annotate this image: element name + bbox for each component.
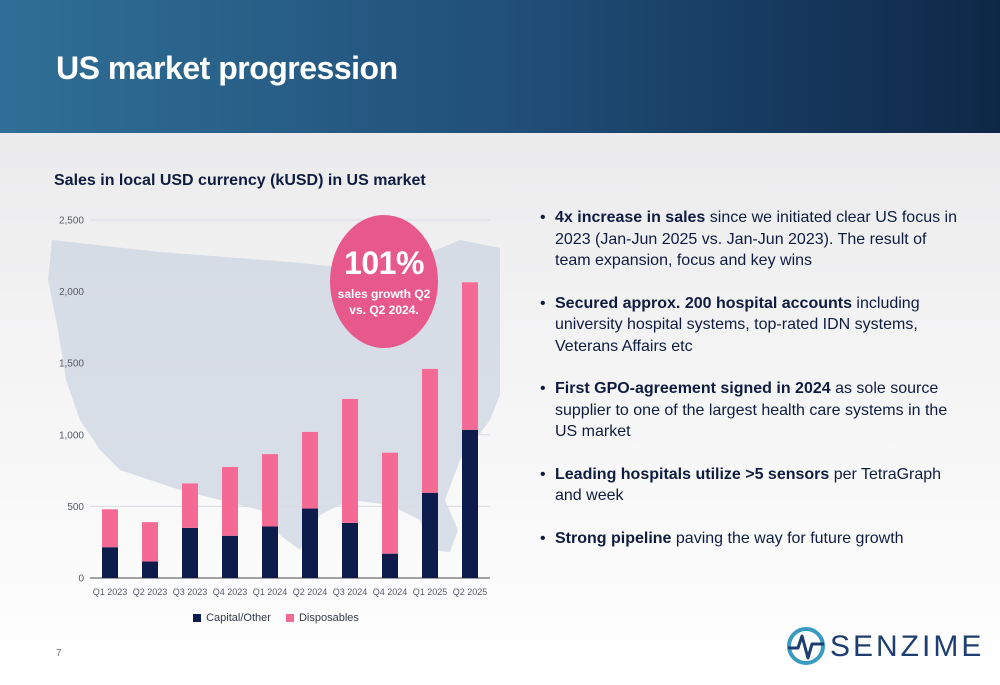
bar-disposables: [262, 454, 278, 527]
legend-swatch-disposables: [285, 614, 294, 622]
bullet-item: Leading hospitals utilize >5 sensors per…: [540, 464, 960, 507]
senzime-logo-text: SENZIME: [830, 630, 985, 663]
bullet-bold: Strong pipeline: [555, 529, 672, 547]
bar-disposables: [222, 467, 238, 536]
page-number: 7: [56, 648, 62, 659]
bullet-bold: Secured approx. 200 hospital accounts: [555, 294, 852, 312]
legend-label-disposables: Disposables: [298, 612, 359, 624]
bullet-list: 4x increase in sales since we initiated …: [540, 207, 960, 570]
bar-disposables: [462, 282, 478, 430]
x-tick-label: Q3 2024: [333, 587, 368, 597]
bar-capital: [342, 522, 358, 578]
bullet-text: since we initiated clear US focus in 202…: [555, 209, 957, 269]
senzime-logo-icon: [787, 627, 825, 665]
bar-capital: [262, 526, 278, 578]
bar-disposables: [102, 509, 118, 548]
bullet-text: paving the way for future growth: [671, 529, 904, 547]
y-tick-label: 1,500: [59, 359, 84, 370]
bar-disposables: [342, 399, 358, 523]
growth-badge: 101% sales growth Q2 vs. Q2 2024.: [330, 215, 438, 348]
bar-capital: [422, 492, 438, 578]
bullet-item: Strong pipeline paving the way for futur…: [540, 528, 960, 550]
bar-disposables: [302, 431, 318, 509]
x-tick-label: Q3 2023: [173, 587, 208, 597]
y-tick-label: 2,000: [59, 287, 84, 298]
bar-disposables: [422, 368, 438, 493]
bar-disposables: [382, 452, 398, 554]
chart-title: Sales in local USD currency (kUSD) in US…: [54, 172, 426, 189]
bullet-text: including university hospital systems, t…: [555, 294, 920, 355]
y-tick-label: 500: [67, 502, 84, 513]
bullet-text: per TetraGraph and week: [555, 465, 942, 505]
x-tick-label: Q4 2023: [213, 587, 248, 597]
chart-legend: Capital/Other Disposables: [0, 612, 552, 625]
bar-capital: [302, 508, 318, 578]
bullet-item: First GPO-agreement signed in 2024 as so…: [540, 378, 960, 443]
bar-capital: [222, 535, 238, 578]
x-tick-label: Q1 2025: [413, 587, 448, 597]
x-tick-label: Q2 2025: [453, 587, 488, 597]
growth-percent: 101%: [344, 245, 424, 281]
x-tick-label: Q2 2023: [133, 587, 168, 597]
bar-disposables: [142, 522, 158, 562]
x-tick-label: Q1 2024: [253, 587, 288, 597]
bar-capital: [142, 561, 158, 578]
x-tick-label: Q4 2024: [373, 587, 408, 597]
x-tick-label: Q2 2024: [293, 587, 328, 597]
bullet-bold: Leading hospitals utilize >5 sensors: [555, 465, 830, 483]
senzime-logo: SENZIME: [786, 624, 981, 672]
y-tick-label: 0: [78, 574, 84, 585]
bar-capital: [182, 527, 198, 578]
bar-capital: [102, 547, 118, 578]
bullet-bold: First GPO-agreement signed in 2024: [555, 380, 831, 397]
bar-chart: 0 500 1,000 1,500 2,000 2,500 Q1 2023 Q2 2023 Q3…: [59, 216, 490, 597]
bar-capital: [462, 429, 478, 578]
y-tick-label: 1,000: [59, 430, 84, 441]
header-banner: US market progression: [0, 0, 1000, 133]
growth-note: sales growth Q2 vs. Q2 2024.: [337, 287, 431, 317]
legend-label-capital: Capital/Other: [206, 612, 271, 624]
bullet-bold: 4x increase in sales: [555, 209, 706, 226]
legend-item-disposables: Disposables: [285, 612, 359, 624]
bullet-item: 4x increase in sales since we initiated …: [540, 207, 960, 272]
bullet-item: Secured approx. 200 hospital accounts in…: [540, 293, 960, 358]
bar-capital: [382, 553, 398, 578]
bullet-text: as sole source supplier to one of the la…: [555, 380, 948, 440]
bar-disposables: [182, 483, 198, 528]
page-title: US market progression: [56, 50, 398, 86]
legend-item-capital: Capital/Other: [193, 612, 271, 624]
x-tick-label: Q1 2023: [93, 587, 128, 597]
legend-swatch-capital: [193, 614, 202, 622]
y-tick-label: 2,500: [59, 216, 84, 227]
